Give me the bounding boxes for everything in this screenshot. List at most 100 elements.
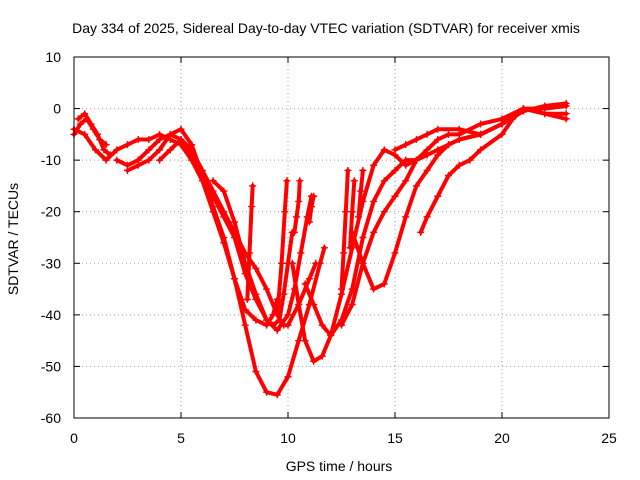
data-point: [498, 120, 506, 128]
data-point: [412, 182, 420, 190]
data-point: [519, 105, 527, 113]
series-satellite-arc-10: [417, 105, 570, 236]
data-point: [391, 146, 399, 154]
data-point: [252, 264, 260, 272]
data-point: [359, 259, 367, 267]
data-point: [74, 115, 82, 123]
data-point: [445, 172, 452, 180]
data-point: [295, 337, 303, 345]
data-point: [370, 161, 378, 169]
data-point: [412, 136, 420, 144]
data-point: [295, 197, 303, 205]
data-point: [209, 203, 217, 211]
data-point: [166, 130, 174, 138]
data-point: [320, 244, 328, 252]
data-point: [188, 146, 196, 154]
data-point: [318, 352, 326, 360]
data-point: [296, 177, 304, 185]
data-point: [156, 136, 164, 144]
y-tick-label: -50: [41, 358, 61, 374]
data-point: [357, 187, 365, 195]
data-point: [284, 311, 292, 319]
data-point: [380, 177, 388, 185]
data-point: [466, 156, 474, 164]
data-point: [113, 156, 121, 164]
data-point: [308, 203, 316, 211]
data-point: [402, 141, 410, 149]
data-point: [562, 102, 570, 110]
data-point: [76, 120, 84, 128]
data-point: [263, 388, 271, 396]
data-point: [290, 228, 298, 236]
data-point: [434, 125, 442, 133]
data-point: [293, 213, 301, 221]
series-line: [292, 178, 302, 235]
data-point: [348, 301, 356, 309]
data-point: [102, 156, 110, 164]
data-point: [380, 280, 388, 288]
series-satellite-arc-8: [338, 105, 570, 329]
data-point: [113, 146, 121, 154]
data-point: [301, 280, 309, 288]
data-point: [252, 368, 260, 376]
x-axis-label: GPS time / hours: [286, 458, 393, 474]
data-point: [359, 166, 367, 174]
data-point: [220, 234, 228, 241]
data-point: [477, 130, 485, 138]
data-point: [380, 146, 388, 154]
data-point: [344, 166, 352, 174]
data-point: [305, 218, 313, 226]
x-tick-label: 5: [177, 430, 185, 446]
series-satellite-arc-18: [338, 166, 352, 293]
data-point: [231, 275, 238, 283]
data-point: [455, 136, 463, 144]
data-point: [145, 156, 153, 164]
y-tick-label: -30: [41, 255, 61, 271]
data-point: [434, 192, 442, 200]
series-satellite-arc-17: [305, 192, 318, 226]
data-point: [145, 136, 153, 144]
data-point: [297, 249, 305, 257]
data-point: [263, 316, 271, 324]
x-tick-label: 0: [70, 430, 78, 446]
data-point: [445, 130, 452, 138]
data-point: [273, 326, 281, 334]
series-satellite-arc-11: [391, 102, 570, 154]
data-point: [477, 146, 485, 154]
series-satellite-arc-20: [355, 166, 367, 221]
data-point: [81, 130, 89, 138]
data-point: [350, 177, 358, 185]
data-point: [402, 156, 410, 164]
series-satellite-arc-13: [74, 110, 114, 159]
data-point: [310, 301, 318, 309]
data-point: [252, 316, 260, 324]
data-point: [338, 321, 345, 329]
data-point: [278, 259, 286, 267]
series-satellite-arc-15: [273, 177, 291, 319]
data-point: [106, 151, 114, 159]
data-point: [177, 125, 185, 133]
data-point: [455, 125, 463, 133]
data-point: [273, 311, 281, 319]
series-satellite-arc-2: [113, 130, 328, 399]
data-point: [283, 177, 291, 185]
series-line: [211, 178, 314, 333]
data-point: [156, 156, 164, 164]
data-point: [423, 213, 431, 221]
data-point: [245, 249, 253, 257]
data-point: [231, 218, 238, 226]
y-axis-label: SDTVAR / TECUs: [5, 183, 21, 295]
series-line: [339, 168, 350, 292]
data-point: [166, 146, 174, 154]
data-point: [402, 213, 410, 221]
data-point: [220, 187, 228, 195]
data-point: [434, 136, 442, 144]
data-point: [94, 130, 102, 138]
series-satellite-arc-4: [156, 136, 320, 329]
data-point: [209, 187, 217, 195]
data-point: [220, 208, 228, 216]
x-tick-label: 15: [387, 430, 403, 446]
chart-title: Day 334 of 2025, Sidereal Day-to-day VTE…: [72, 20, 580, 36]
data-point: [434, 151, 442, 159]
